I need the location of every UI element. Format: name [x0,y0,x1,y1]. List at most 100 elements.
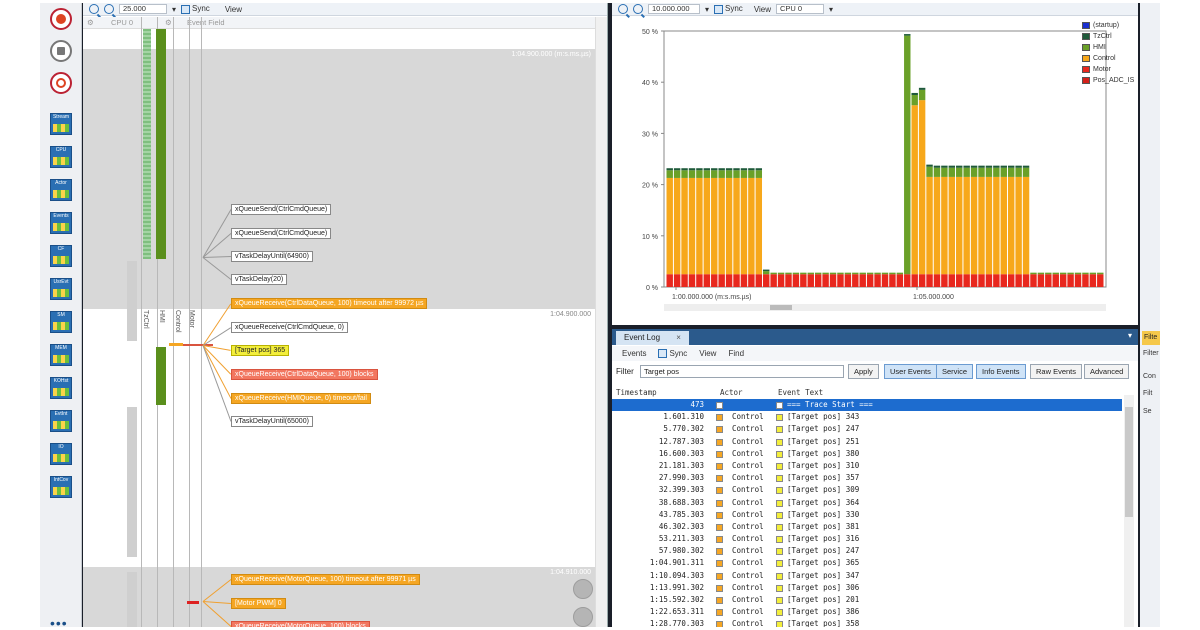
bar-segment-motor[interactable] [785,274,792,287]
bar-segment-hmi[interactable] [859,272,866,275]
bar-segment-hmi[interactable] [763,271,770,275]
bar-segment-control[interactable] [740,177,748,275]
trace-event-label[interactable]: [Motor PWM] 0 [231,598,286,609]
mem-view-icon[interactable]: MEM [50,344,72,366]
task-execution-bar[interactable] [127,261,137,341]
bar-segment-control[interactable] [673,177,681,275]
cpu-load-chart[interactable]: 0 % 10 % 20 % 30 % 40 % 50 % 1:00.000.000 (m:s… [612,17,1138,325]
bar-segment-motor[interactable] [844,274,852,287]
chevron-down-icon[interactable]: ▾ [172,4,177,14]
events-view-icon[interactable]: Events [50,212,72,234]
bar-segment-motor[interactable] [681,274,688,287]
zoom-out-icon[interactable] [104,4,114,14]
bar-segment-motor[interactable] [1030,274,1037,287]
record-snapshot-icon[interactable] [50,72,72,94]
bar-segment-motor[interactable] [881,274,889,287]
actor-view-icon[interactable]: Actor [50,179,72,201]
bar-segment-motor[interactable] [948,274,956,287]
bar-segment-hmi[interactable] [1074,272,1082,275]
trace-event-label[interactable]: xQueueReceive(CtrlDataQueue, 100) blocks [231,369,378,380]
table-row[interactable]: 1:28.770.303 Control [Target pos] 358 [612,618,1122,627]
bar-segment-motor[interactable] [1082,274,1089,287]
scroll-button[interactable] [573,579,593,599]
bar-segment-motor[interactable] [1074,274,1082,287]
bar-segment-motor[interactable] [852,274,859,287]
bar-segment-motor[interactable] [1097,274,1104,287]
trace-event-label[interactable]: xQueueSend(CtrlCmdQueue) [231,204,332,215]
user-events-button[interactable]: User Events [884,364,937,379]
bar-segment-motor[interactable] [711,274,718,287]
kohst-view-icon[interactable]: KOHst [50,377,72,399]
bar-segment-motor[interactable] [1007,274,1015,287]
bar-segment-hmi[interactable] [725,170,733,178]
legend-item[interactable]: HMI [1082,43,1134,54]
chevron-down-icon[interactable]: ▾ [1127,331,1132,340]
bar-segment-motor[interactable] [733,274,740,287]
bar-segment-hmi[interactable] [948,167,956,177]
bar-segment-hmi[interactable] [777,272,785,275]
bar-segment-tzctrl[interactable] [985,165,993,168]
table-row[interactable]: 27.990.303 Control [Target pos] 357 [612,472,1122,484]
bar-segment-control[interactable] [1000,176,1007,275]
bar-segment-hmi[interactable] [1045,272,1052,275]
bar-segment-hmi[interactable] [844,272,852,275]
legend-item[interactable]: Pos_ADC_IS [1082,76,1134,87]
bar-segment-motor[interactable] [1089,274,1097,287]
task-execution-bar[interactable] [156,347,166,405]
bar-segment-hmi[interactable] [1037,272,1045,275]
table-row[interactable]: 57.980.302 Control [Target pos] 247 [612,545,1122,557]
bar-segment-motor[interactable] [933,274,941,287]
bar-segment-tzctrl[interactable] [740,168,748,171]
bar-segment-control[interactable] [978,176,985,275]
bar-segment-tzctrl[interactable] [718,168,725,171]
task-execution-bar[interactable] [156,29,166,259]
bar-segment-hmi[interactable] [696,170,703,178]
bar-segment-control[interactable] [703,177,711,275]
bar-segment-motor[interactable] [814,274,822,287]
bar-segment-tzctrl[interactable] [911,92,918,95]
zoom-field[interactable]: 25.000 [119,4,167,14]
bar-segment-tzctrl[interactable] [673,168,681,171]
bar-segment-hmi[interactable] [881,272,889,275]
bar-segment-hmi[interactable] [688,170,696,178]
bar-segment-control[interactable] [688,177,696,275]
bar-segment-motor[interactable] [673,274,681,287]
bar-segment-tzctrl[interactable] [970,165,978,168]
bar-segment-tzctrl[interactable] [904,34,911,36]
bar-segment-hmi[interactable] [1067,272,1074,275]
bar-segment-motor[interactable] [963,274,970,287]
stream-view-icon[interactable]: Stream [50,113,72,135]
legend-item[interactable]: Control [1082,54,1134,65]
bar-segment-motor[interactable] [904,274,911,287]
bar-segment-motor[interactable] [956,274,963,287]
bar-segment-hmi[interactable] [770,272,777,275]
table-row[interactable]: 473 === Trace Start === [612,399,1122,412]
bar-segment-control[interactable] [948,176,956,275]
bar-segment-motor[interactable] [970,274,978,287]
bar-segment-tzctrl[interactable] [666,168,673,171]
bar-segment-tzctrl[interactable] [941,165,948,168]
sync-toggle[interactable]: Sync [658,349,687,359]
bar-segment-hmi[interactable] [918,89,926,101]
bar-segment-control[interactable] [963,176,970,275]
bar-segment-motor[interactable] [755,274,763,287]
bar-segment-motor[interactable] [985,274,993,287]
bar-segment-motor[interactable] [837,274,844,287]
zoom-field[interactable]: 10.000.000 [648,4,700,14]
bar-segment-hmi[interactable] [1052,272,1059,275]
bar-segment-control[interactable] [993,176,1000,275]
bar-segment-hmi[interactable] [904,35,911,275]
bar-segment-hmi[interactable] [748,170,755,178]
table-row[interactable]: 38.688.303 Control [Target pos] 364 [612,497,1122,509]
sm-view-icon[interactable]: SM [50,311,72,333]
bar-segment-control[interactable] [941,176,948,275]
bar-segment-control[interactable] [725,177,733,275]
table-row[interactable]: 12.787.303 Control [Target pos] 251 [612,436,1122,448]
events-menu[interactable]: Events [622,349,647,358]
bar-segment-tzctrl[interactable] [748,168,755,171]
gear-icon[interactable]: ⚙ [165,18,172,27]
bar-segment-motor[interactable] [696,274,703,287]
trace-canvas[interactable]: ⚙ CPU 0 ⚙ Event Field 1:04.900.000 (m:s.… [83,17,607,627]
view-menu[interactable]: View [753,4,772,14]
bar-segment-hmi[interactable] [1007,167,1015,177]
